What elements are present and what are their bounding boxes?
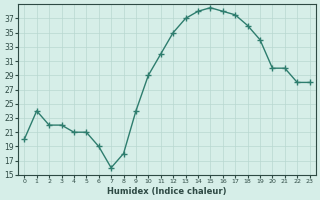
X-axis label: Humidex (Indice chaleur): Humidex (Indice chaleur) [107, 187, 227, 196]
